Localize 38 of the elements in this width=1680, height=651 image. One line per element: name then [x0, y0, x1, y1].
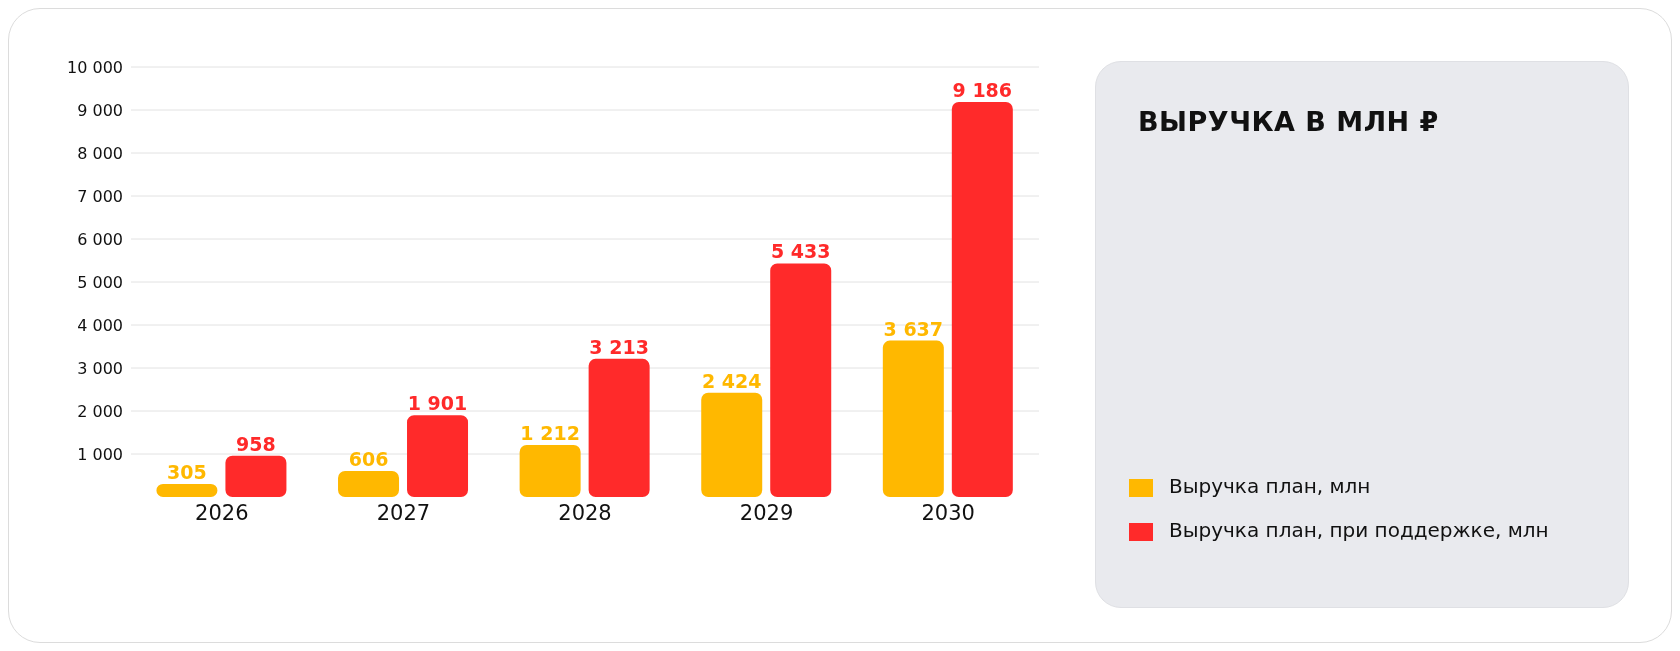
- data-label: 5 433: [770, 240, 831, 263]
- text: ВЫРУЧКА В МЛН ₽: [1138, 106, 1439, 137]
- x-tick-label: 2030: [921, 500, 975, 525]
- data-label: 3 637: [883, 317, 944, 340]
- bar: [951, 102, 1013, 497]
- y-tick-label: 4 000: [77, 315, 123, 335]
- y-tick-label: 5 000: [77, 272, 123, 292]
- y-tick-label: 2 000: [77, 401, 123, 421]
- x-tick-label: 2028: [558, 500, 612, 525]
- bar: [225, 455, 287, 497]
- y-tick-label: 9 000: [77, 100, 123, 120]
- y-tick-label: 1 000: [77, 444, 123, 464]
- x-tick-label: 2026: [195, 500, 249, 525]
- legend-label: Выручка план, млн: [1169, 474, 1371, 498]
- data-label: 9 186: [952, 79, 1013, 101]
- bar: [519, 444, 581, 497]
- bar: [882, 340, 944, 497]
- y-tick-label: 10 000: [67, 57, 123, 77]
- data-label: 3 213: [589, 335, 649, 358]
- bar: [588, 358, 650, 497]
- data-label: 1 901: [407, 392, 468, 415]
- data-label: 958: [236, 432, 276, 455]
- data-label: 606: [348, 447, 389, 470]
- bar: [338, 470, 400, 497]
- bar: [407, 415, 469, 497]
- bar: [770, 263, 832, 497]
- data-label: 305: [167, 460, 207, 483]
- x-tick-label: 2027: [376, 500, 431, 525]
- y-tick-label: 6 000: [77, 229, 123, 249]
- data-label: 2 424: [701, 369, 762, 392]
- y-tick-label: 3 000: [77, 358, 123, 378]
- data-label: 1 212: [520, 421, 580, 444]
- bar: [701, 392, 763, 497]
- legend-label: Выручка план, при поддержке, млн: [1169, 518, 1549, 542]
- y-tick-label: 7 000: [77, 186, 123, 206]
- x-tick-label: 2029: [739, 500, 794, 525]
- bar: [156, 483, 218, 497]
- y-tick-label: 8 000: [77, 143, 123, 163]
